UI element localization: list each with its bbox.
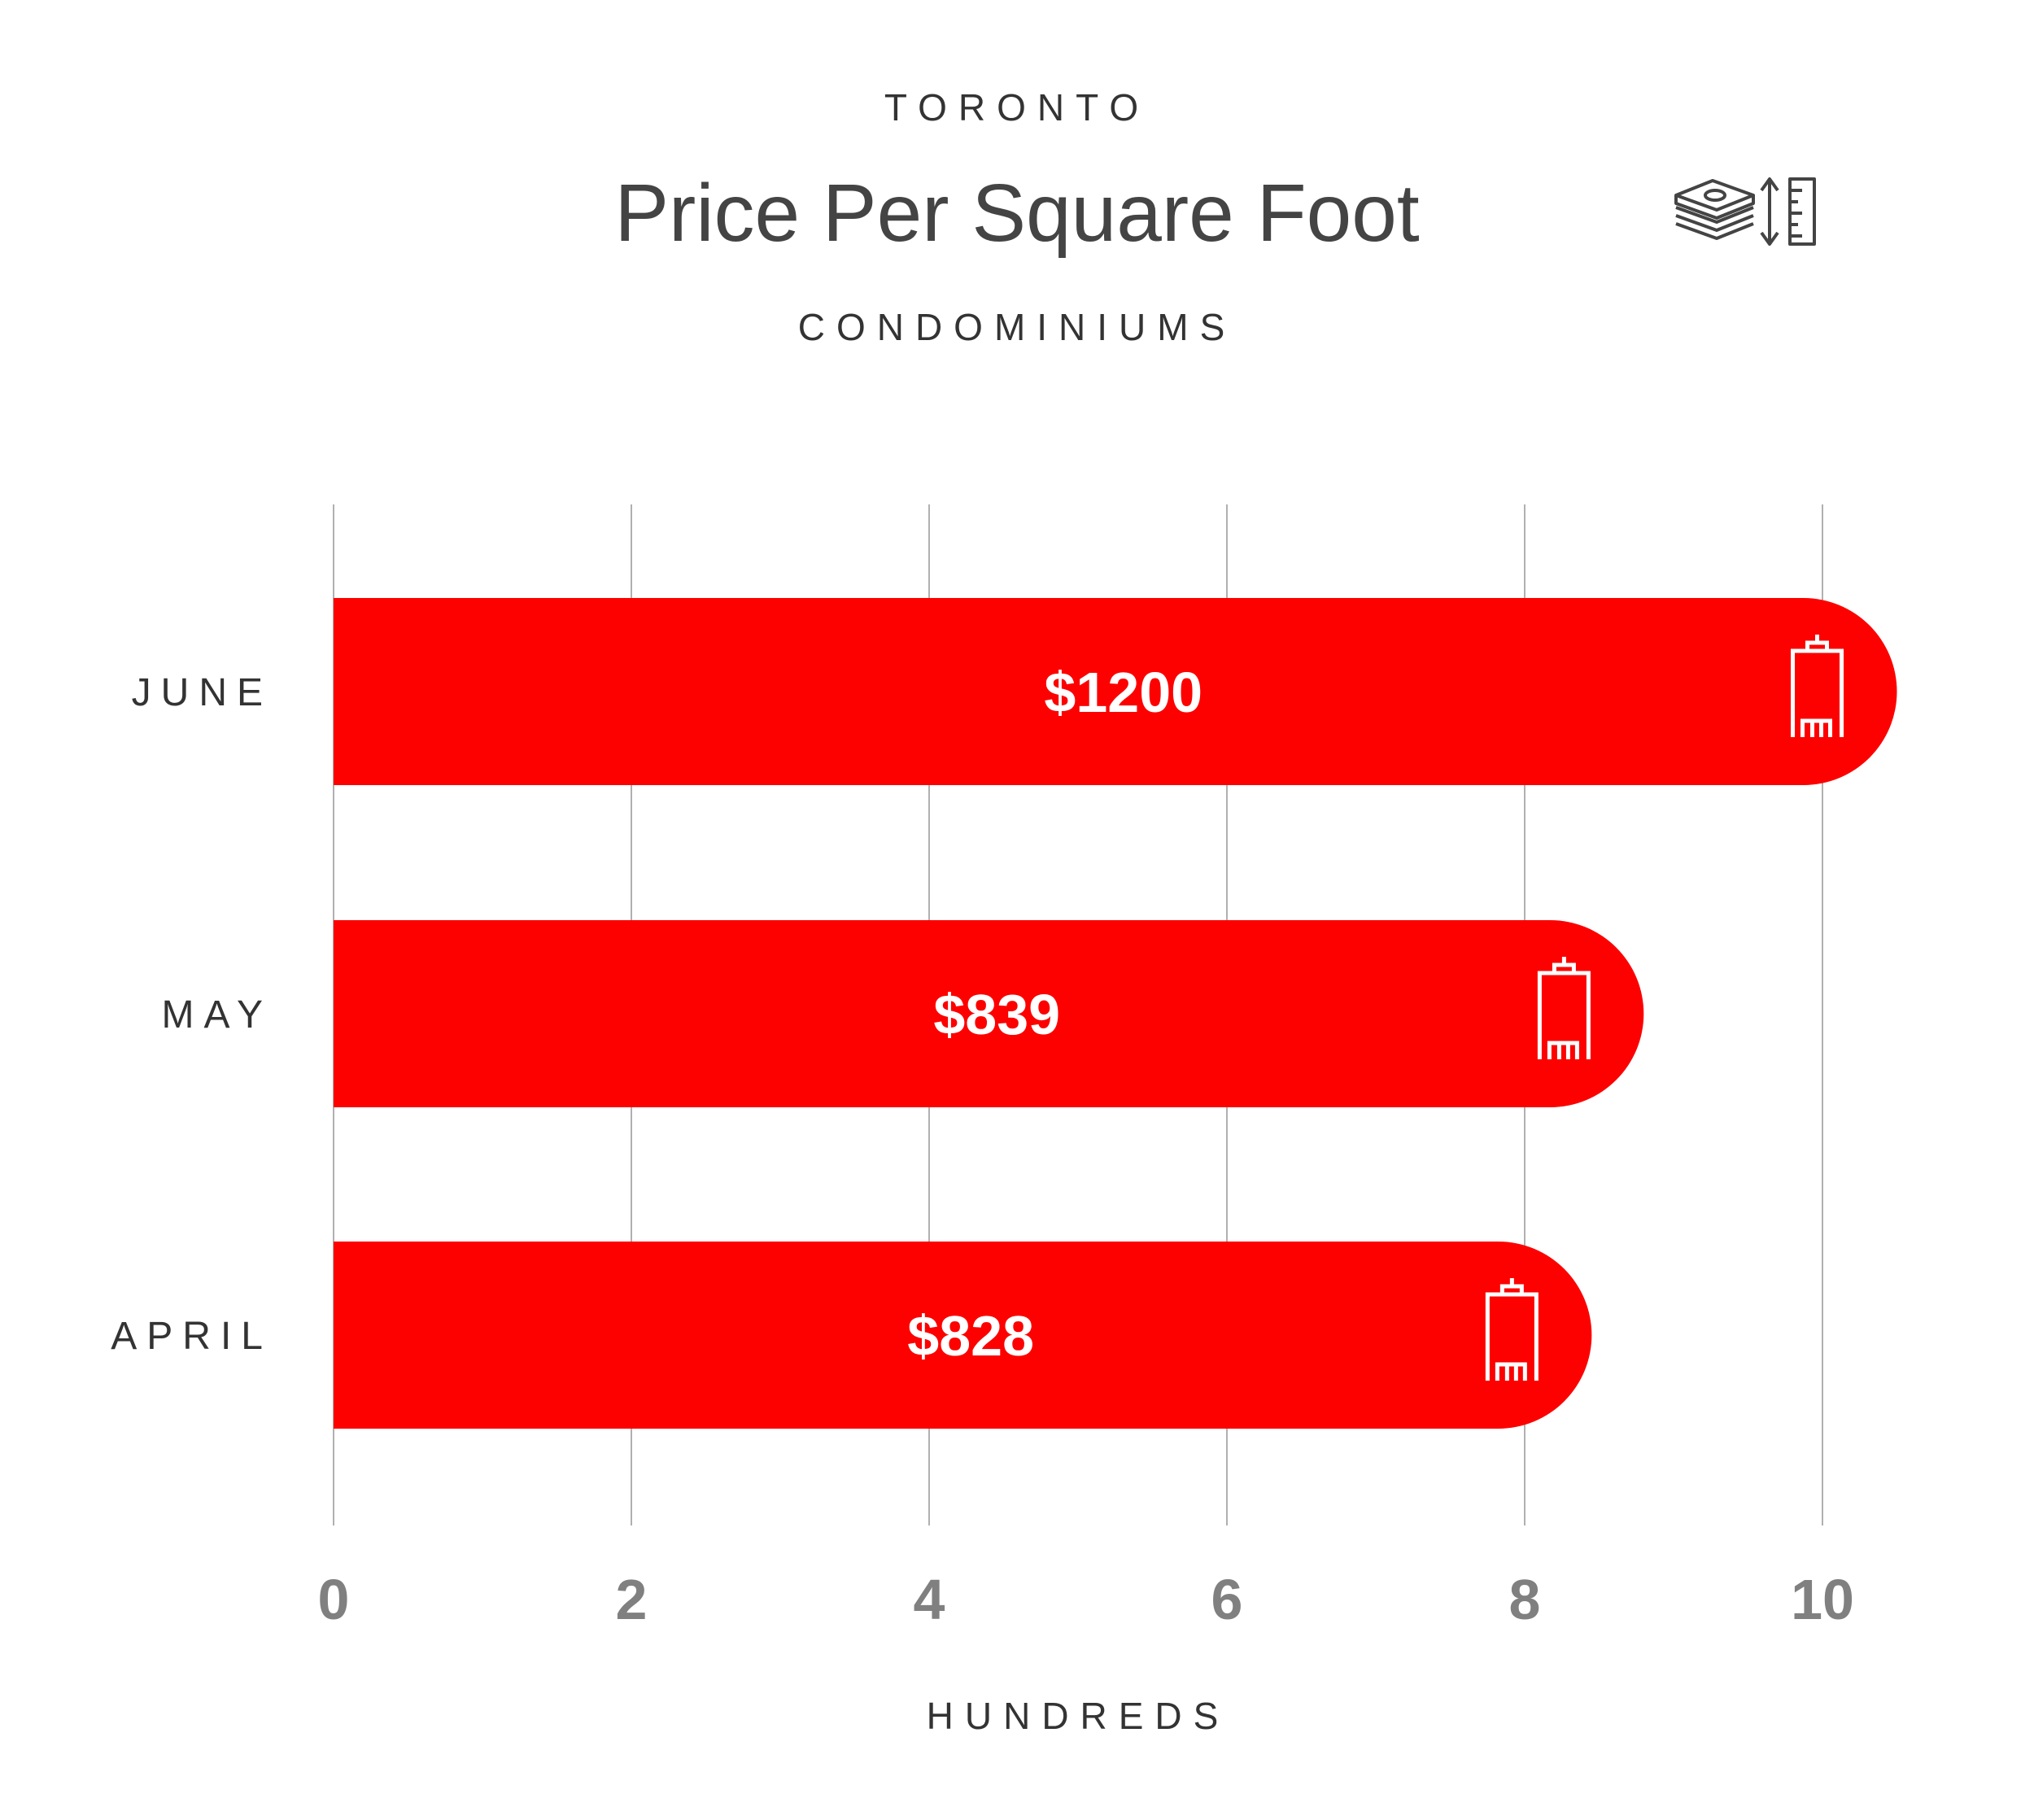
building-icon (1485, 1278, 1539, 1381)
chart-subtitle: CONDOMINIUMS (797, 306, 1237, 348)
x-axis-title: HUNDREDS (927, 1695, 1230, 1737)
money-stack-ruler-icon (1674, 177, 1816, 246)
value-label-may: $839 (933, 983, 1060, 1046)
x-tick-label-0: 0 (318, 1568, 350, 1631)
chart-title: Price Per Square Foot (614, 168, 1420, 259)
x-tick-label-6: 6 (1211, 1568, 1243, 1631)
chart-supertitle: TORONTO (884, 86, 1150, 129)
building-icon (1791, 635, 1844, 737)
x-tick-label-4: 4 (914, 1568, 945, 1631)
category-label-may: MAY (162, 993, 273, 1037)
x-tick-label-2: 2 (616, 1568, 648, 1631)
bar-may (334, 920, 1644, 1107)
bar-june (334, 598, 1897, 785)
x-tick-label-8: 8 (1509, 1568, 1541, 1631)
value-label-april: $828 (907, 1304, 1034, 1368)
bar-april (334, 1242, 1592, 1429)
category-label-april: APRIL (111, 1315, 273, 1358)
building-icon (1537, 957, 1591, 1059)
category-label-june: JUNE (132, 671, 273, 714)
x-tick-label-10: 10 (1791, 1568, 1854, 1631)
value-label-june: $1200 (1044, 661, 1203, 724)
